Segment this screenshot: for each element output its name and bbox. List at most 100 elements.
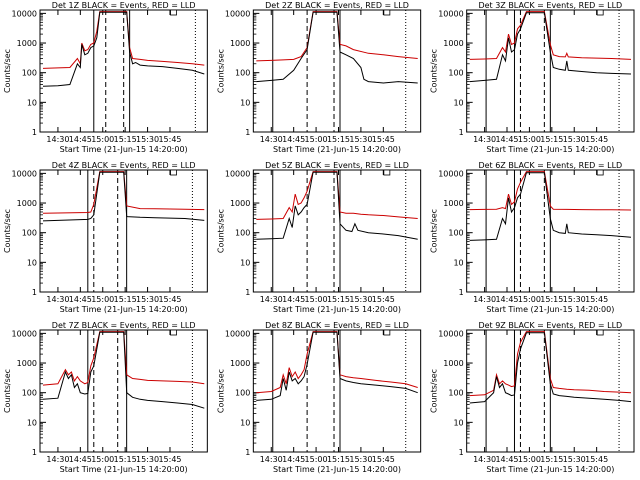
x-tick-label: 15:45 — [158, 295, 181, 304]
y-tick-label: 10000 — [438, 169, 463, 178]
y-tick-label: 10 — [453, 258, 463, 267]
events-series-line — [469, 12, 632, 83]
y-tick-label: 10000 — [225, 9, 250, 18]
lld-series-line — [256, 11, 418, 62]
x-tick-label: 15:00 — [91, 455, 114, 464]
y-tick-label: 10000 — [438, 9, 463, 18]
panel-title: Det 3Z BLACK = Events, RED = LLD — [478, 1, 622, 10]
y-tick-label: 1 — [245, 448, 250, 457]
x-tick-label: 15:45 — [158, 455, 181, 464]
x-tick-label: 15:00 — [305, 295, 328, 304]
x-tick-label: 14:30 — [46, 135, 69, 144]
x-tick-label: 14:45 — [495, 135, 518, 144]
x-tick-label: 15:30 — [563, 295, 586, 304]
x-tick-label: 15:45 — [585, 135, 608, 144]
panel-title: Det 2Z BLACK = Events, RED = LLD — [265, 1, 409, 10]
y-tick-label: 10000 — [12, 169, 37, 178]
plot-frame — [252, 169, 422, 293]
y-tick-label: 1000 — [17, 199, 37, 208]
y-tick-label: 100 — [22, 69, 37, 78]
y-tick-label: 1000 — [17, 39, 37, 48]
y-tick-label: 1000 — [230, 359, 250, 368]
panel-title: Det 9Z BLACK = Events, RED = LLD — [478, 321, 622, 330]
y-tick-label: 10 — [27, 418, 37, 427]
x-tick-label: 14:45 — [282, 135, 305, 144]
x-tick-label: 14:30 — [473, 295, 496, 304]
x-tick-label: 15:45 — [372, 135, 395, 144]
lld-series-line — [256, 171, 418, 220]
detector-panel: 1 10 100 1000 10000 14:30 14:45 15:00 15:15 15:30… — [3, 321, 208, 474]
x-tick-label: 14:30 — [46, 295, 69, 304]
y-tick-label: 10000 — [12, 329, 37, 338]
x-tick-label: 15:00 — [518, 295, 541, 304]
y-tick-label: 100 — [448, 229, 463, 238]
x-tick-label: 14:30 — [260, 295, 283, 304]
lld-series-line — [469, 171, 632, 211]
events-series-line — [256, 171, 418, 240]
x-tick-label: 14:45 — [69, 135, 92, 144]
y-tick-label: 10 — [453, 418, 463, 427]
x-tick-label: 15:00 — [518, 135, 541, 144]
legend-box-marker — [383, 329, 391, 336]
x-tick-label: 15:30 — [136, 135, 159, 144]
x-tick-label: 15:30 — [349, 135, 372, 144]
x-tick-label: 15:15 — [327, 135, 350, 144]
x-tick-label: 14:45 — [495, 295, 518, 304]
x-tick-label: 14:45 — [282, 295, 305, 304]
x-axis-label: Start Time (21-Jun-15 14:20:00) — [273, 305, 401, 314]
x-tick-label: 14:30 — [260, 135, 283, 144]
x-tick-label: 15:00 — [305, 455, 328, 464]
x-tick-label: 15:15 — [327, 295, 350, 304]
x-axis-label: Start Time (21-Jun-15 14:20:00) — [273, 465, 401, 474]
y-axis-label: Counts/sec — [216, 49, 225, 93]
events-series-line — [42, 11, 205, 87]
x-tick-label: 14:30 — [473, 135, 496, 144]
panel-title: Det 7Z BLACK = Events, RED = LLD — [52, 321, 196, 330]
y-axis-label: Counts/sec — [3, 209, 12, 253]
x-axis-label: Start Time (21-Jun-15 14:20:00) — [486, 465, 614, 474]
legend-box-marker — [596, 9, 604, 16]
events-series-line — [256, 331, 418, 401]
y-tick-label: 1 — [245, 288, 250, 297]
y-tick-label: 1 — [32, 288, 37, 297]
x-tick-label: 15:30 — [349, 295, 372, 304]
y-tick-label: 10000 — [438, 329, 463, 338]
y-tick-label: 10 — [240, 98, 250, 107]
y-tick-label: 1000 — [443, 359, 463, 368]
detector-panel: 1 10 100 1000 10000 14:30 14:45 15:00 15:15 15:30… — [3, 1, 208, 154]
panel-title: Det 4Z BLACK = Events, RED = LLD — [52, 161, 196, 170]
x-tick-label: 15:15 — [540, 295, 563, 304]
y-axis-label: Counts/sec — [430, 369, 439, 413]
y-tick-label: 10 — [240, 258, 250, 267]
x-tick-label: 15:00 — [91, 135, 114, 144]
x-tick-label: 14:30 — [46, 455, 69, 464]
x-axis-label: Start Time (21-Jun-15 14:20:00) — [486, 305, 614, 314]
x-tick-label: 15:45 — [585, 295, 608, 304]
x-tick-label: 15:00 — [518, 455, 541, 464]
x-axis-label: Start Time (21-Jun-15 14:20:00) — [60, 145, 188, 154]
y-tick-label: 1000 — [230, 199, 250, 208]
lld-series-line — [42, 11, 205, 69]
lld-series-line — [42, 171, 205, 214]
x-tick-label: 15:30 — [349, 455, 372, 464]
x-tick-label: 14:30 — [473, 455, 496, 464]
x-tick-label: 15:30 — [563, 455, 586, 464]
y-tick-label: 1 — [245, 128, 250, 137]
y-tick-label: 1000 — [443, 199, 463, 208]
lld-series-line — [469, 11, 632, 60]
x-tick-label: 14:45 — [69, 295, 92, 304]
x-tick-label: 15:45 — [585, 455, 608, 464]
x-tick-label: 15:15 — [114, 135, 137, 144]
x-axis-label: Start Time (21-Jun-15 14:20:00) — [60, 305, 188, 314]
y-axis-label: Counts/sec — [3, 369, 12, 413]
lld-series-line — [42, 331, 205, 386]
y-axis-label: Counts/sec — [3, 49, 12, 93]
x-tick-label: 15:30 — [136, 295, 159, 304]
x-tick-label: 14:45 — [282, 455, 305, 464]
y-axis-label: Counts/sec — [430, 209, 439, 253]
panel-title: Det 8Z BLACK = Events, RED = LLD — [265, 321, 409, 330]
y-axis-label: Counts/sec — [430, 49, 439, 93]
x-tick-label: 15:15 — [114, 295, 137, 304]
legend-box-marker — [170, 169, 177, 176]
